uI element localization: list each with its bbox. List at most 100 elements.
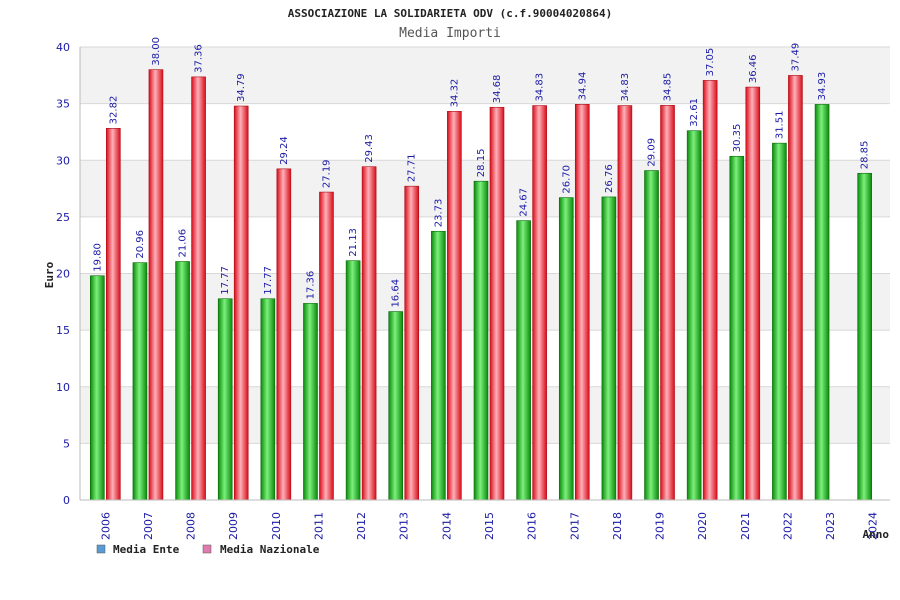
value-label: 19.80 — [92, 243, 103, 272]
bar-media-nazionale — [106, 128, 121, 501]
bar-media-ente — [473, 180, 489, 501]
bar-media-ente — [686, 130, 702, 501]
bar-media-nazionale — [191, 76, 206, 501]
value-label: 34.83 — [535, 73, 546, 102]
bar-media-ente — [644, 170, 659, 501]
value-label: 34.94 — [577, 72, 588, 101]
bar-media-nazionale — [361, 166, 377, 501]
value-label: 28.85 — [860, 141, 871, 170]
value-label: 37.36 — [194, 44, 205, 73]
bar-media-nazionale — [319, 191, 334, 501]
bar-media-nazionale — [532, 105, 547, 501]
bar-media-ente — [772, 142, 787, 501]
x-tick-label: 2010 — [270, 512, 283, 540]
value-label: 30.35 — [732, 124, 743, 153]
bars — [90, 69, 872, 501]
bar-media-nazionale — [489, 106, 505, 501]
value-label: 17.77 — [220, 266, 231, 295]
y-tick-label: 30 — [56, 154, 70, 167]
value-label: 34.79 — [236, 73, 247, 102]
y-tick-label: 40 — [56, 41, 70, 54]
x-tick-label: 2017 — [568, 512, 581, 540]
value-label: 37.49 — [790, 43, 801, 72]
bar-media-nazionale — [660, 105, 675, 501]
chart-title: ASSOCIAZIONE LA SOLIDARIETA ODV (c.f.900… — [288, 7, 613, 20]
x-tick-label: 2012 — [355, 512, 368, 540]
value-label: 34.85 — [663, 73, 674, 102]
value-label: 37.05 — [705, 48, 716, 77]
bar-media-ente — [90, 275, 105, 501]
value-label: 28.15 — [476, 149, 487, 178]
value-label: 21.13 — [348, 228, 359, 257]
value-label: 34.83 — [620, 73, 631, 102]
y-tick-label: 0 — [63, 494, 70, 507]
legend-label-ente: Media Ente — [113, 543, 180, 556]
y-tick-label: 35 — [56, 98, 70, 111]
value-label: 36.46 — [748, 54, 759, 83]
x-axis-label: Anno — [863, 528, 890, 541]
value-label: 17.77 — [263, 266, 274, 295]
x-tick-label: 2016 — [526, 512, 539, 540]
bar-media-ente — [516, 220, 531, 501]
bar-media-ente — [558, 197, 574, 501]
bar-media-nazionale — [574, 104, 590, 501]
bar-media-ente — [132, 262, 148, 501]
value-label: 27.71 — [407, 154, 418, 183]
value-label: 21.06 — [178, 229, 189, 258]
x-tick-label: 2020 — [696, 512, 709, 540]
bar-media-ente — [388, 311, 404, 501]
y-tick-label: 10 — [56, 381, 70, 394]
x-axis-ticks: 2006 2007 2008 2009 2010 2011 2012 2013 2014 2015… — [99, 512, 879, 540]
x-tick-label: 2024 — [867, 512, 880, 540]
x-tick-label: 2022 — [781, 512, 794, 540]
bar-media-ente — [260, 298, 276, 501]
value-label: 34.68 — [492, 75, 503, 104]
bar-media-ente — [345, 260, 361, 501]
bar-media-ente — [814, 104, 830, 501]
x-tick-label: 2023 — [824, 512, 837, 540]
x-tick-label: 2009 — [227, 512, 240, 540]
chart-subtitle: Media Importi — [399, 26, 501, 41]
x-tick-label: 2007 — [142, 512, 155, 540]
bar-media-ente — [175, 261, 190, 501]
x-tick-label: 2013 — [398, 512, 411, 540]
bar-media-nazionale — [148, 69, 164, 501]
value-label: 34.93 — [817, 72, 828, 101]
value-label: 34.32 — [449, 79, 460, 108]
value-labels: 19.80 32.82 20.96 38.00 21.06 37.36 17.77 34.79… — [92, 37, 870, 308]
value-label: 26.76 — [604, 164, 615, 193]
bar-media-nazionale — [404, 185, 420, 501]
legend-swatch-ente — [96, 544, 106, 554]
bar-media-nazionale — [233, 105, 249, 501]
bar-media-ente — [601, 196, 617, 501]
x-tick-label: 2021 — [739, 512, 752, 540]
value-label: 27.19 — [321, 159, 332, 188]
x-tick-label: 2019 — [654, 512, 667, 540]
y-tick-label: 5 — [63, 437, 70, 450]
bar-media-nazionale — [745, 86, 761, 501]
legend: Media Ente Media Nazionale — [96, 543, 320, 556]
value-label: 38.00 — [151, 37, 162, 66]
x-tick-label: 2014 — [440, 512, 453, 540]
x-tick-label: 2006 — [99, 512, 112, 540]
value-label: 23.73 — [433, 199, 444, 228]
x-tick-label: 2015 — [483, 512, 496, 540]
bar-media-nazionale — [788, 75, 803, 501]
x-tick-label: 2018 — [611, 512, 624, 540]
legend-swatch-nazionale — [202, 544, 212, 554]
value-label: 31.51 — [774, 111, 785, 140]
y-tick-label: 25 — [56, 211, 70, 224]
value-label: 20.96 — [135, 230, 146, 259]
bar-media-nazionale — [617, 105, 633, 501]
bar-media-nazionale — [702, 80, 718, 501]
y-axis-ticks: 0 5 10 15 20 25 30 35 40 — [56, 41, 70, 507]
value-label: 26.70 — [561, 165, 572, 194]
legend-label-nazionale: Media Nazionale — [220, 543, 320, 556]
bar-media-ente — [303, 303, 318, 501]
bar-media-nazionale — [447, 111, 462, 501]
value-label: 32.82 — [108, 96, 119, 125]
value-label: 29.24 — [279, 136, 290, 165]
bar-media-ente — [431, 230, 446, 501]
y-axis-label: Euro — [43, 261, 56, 288]
